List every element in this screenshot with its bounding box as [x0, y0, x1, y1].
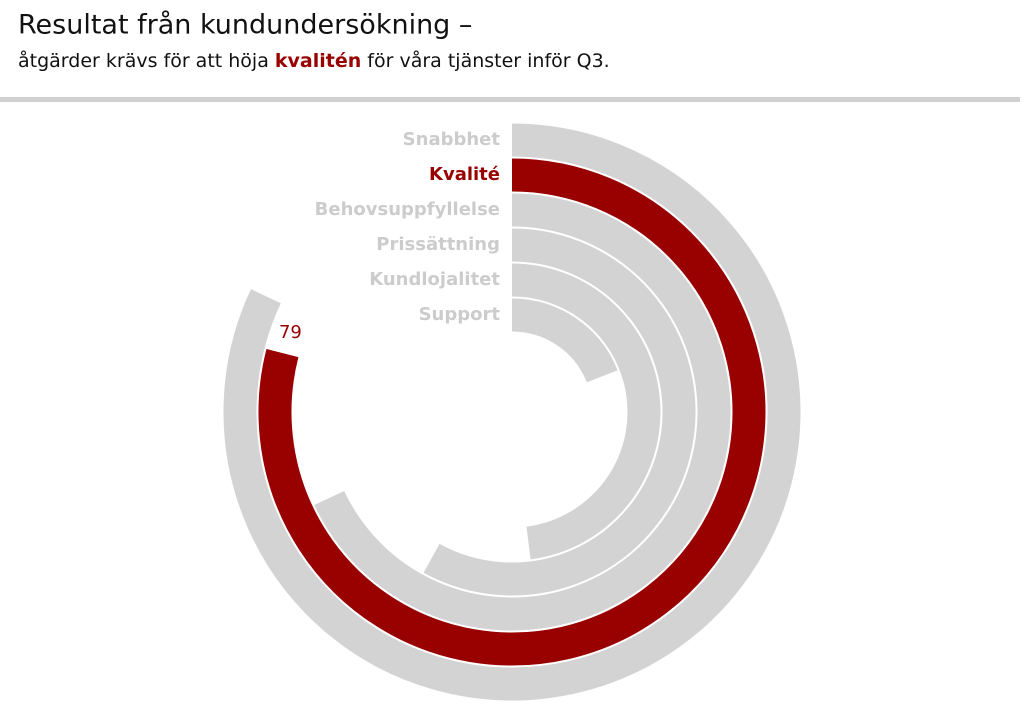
separator [0, 97, 1020, 102]
category-label: Kundlojalitet [369, 269, 500, 290]
subtitle-text: för våra tjänster inför Q3. [361, 49, 609, 72]
radial-bar [511, 263, 661, 560]
category-label: Prissättning [376, 234, 500, 255]
value-label: 79 [279, 322, 302, 343]
chart-title: Resultat från kundundersökning – [18, 10, 472, 41]
radial-bar [223, 123, 801, 701]
category-label: Behovsuppfyllelse [315, 199, 500, 220]
subtitle-text: åtgärder krävs för att höja [18, 49, 275, 72]
category-label: Support [419, 304, 501, 325]
category-label: Snabbhet [403, 129, 501, 150]
radial-bar [314, 193, 731, 631]
subtitle-highlight: kvalitén [275, 50, 361, 72]
radial-bar [423, 228, 696, 596]
category-label: Kvalité [429, 164, 500, 185]
chart-subtitle: åtgärder krävs för att höja kvalitén för… [18, 49, 610, 72]
radial-bar [511, 298, 618, 383]
radial-bar [258, 158, 766, 666]
